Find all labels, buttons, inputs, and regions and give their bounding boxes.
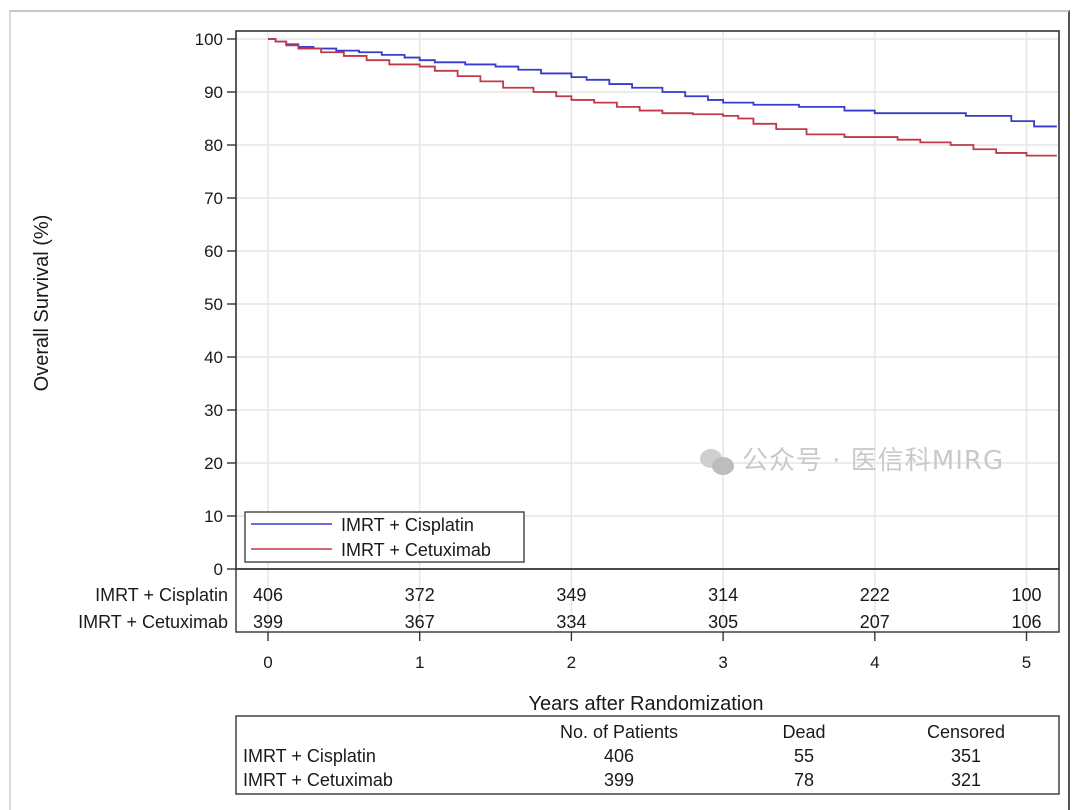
survival-curves <box>268 38 1057 157</box>
summary-header-dead: Dead <box>782 722 825 742</box>
x-tick-label: 2 <box>567 653 576 672</box>
summary-header-patients: No. of Patients <box>560 722 678 742</box>
summary-table-border <box>235 715 1060 795</box>
y-tick-label: 70 <box>204 189 223 208</box>
x-tick-label: 1 <box>415 653 424 672</box>
at-risk-table-border <box>235 568 1060 633</box>
figure-frame <box>9 10 1070 810</box>
y-tick-label: 80 <box>204 136 223 155</box>
y-tick-label: 90 <box>204 83 223 102</box>
at-risk-count: 334 <box>556 612 586 632</box>
y-tick-label: 0 <box>214 560 223 579</box>
at-risk-count: 372 <box>405 585 435 605</box>
x-tick-label: 4 <box>870 653 879 672</box>
y-tick-label: 40 <box>204 348 223 367</box>
y-tick-label: 30 <box>204 401 223 420</box>
summary-cell: 55 <box>794 746 814 766</box>
at-risk-count: 106 <box>1011 612 1041 632</box>
plot-border <box>235 30 1060 570</box>
y-tick-label: 60 <box>204 242 223 261</box>
y-axis: 0 10 20 30 40 50 60 70 80 90 100 <box>195 30 236 579</box>
legend-box <box>244 511 525 563</box>
y-tick-label: 20 <box>204 454 223 473</box>
watermark-text: 公众号 · 医信科MIRG <box>742 446 1005 476</box>
summary-cell: 399 <box>604 770 634 790</box>
y-tick-label: 10 <box>204 507 223 526</box>
legend: IMRT + Cisplatin IMRT + Cetuximab <box>244 511 525 563</box>
y-tick-label: 100 <box>195 30 223 49</box>
at-risk-count: 100 <box>1011 585 1041 605</box>
summary-cell: 351 <box>951 746 981 766</box>
x-axis: 0 1 2 3 4 5 <box>263 632 1031 672</box>
x-axis-title: Years after Randomization <box>529 693 764 715</box>
at-risk-count: 314 <box>708 585 738 605</box>
at-risk-table: IMRT + Cisplatin 406 372 349 314 222 100 IMRT +… <box>78 585 1041 632</box>
at-risk-count: 305 <box>708 612 738 632</box>
x-tick-label: 0 <box>263 653 272 672</box>
curve-cisplatin <box>268 38 1057 128</box>
summary-row-label: IMRT + Cetuximab <box>243 770 393 790</box>
summary-cell: 321 <box>951 770 981 790</box>
y-axis-title: Overall Survival (%) <box>31 215 53 392</box>
x-tick-label: 3 <box>718 653 727 672</box>
at-risk-count: 399 <box>253 612 283 632</box>
x-tick-label: 5 <box>1022 653 1031 672</box>
wechat-icon <box>700 448 734 475</box>
watermark: 公众号 · 医信科MIRG <box>700 440 1004 477</box>
at-risk-count: 349 <box>556 585 586 605</box>
summary-table: No. of Patients Dead Censored IMRT + Cis… <box>235 715 1060 795</box>
summary-header-censored: Censored <box>927 722 1005 742</box>
at-risk-count: 406 <box>253 585 283 605</box>
curve-cetuximab <box>268 38 1057 157</box>
y-tick-label: 50 <box>204 295 223 314</box>
at-risk-row-label: IMRT + Cetuximab <box>78 612 228 632</box>
legend-label-cetuximab: IMRT + Cetuximab <box>341 540 491 560</box>
summary-cell: 78 <box>794 770 814 790</box>
summary-cell: 406 <box>604 746 634 766</box>
at-risk-count: 367 <box>405 612 435 632</box>
at-risk-count: 207 <box>860 612 890 632</box>
at-risk-count: 222 <box>860 585 890 605</box>
summary-row-label: IMRT + Cisplatin <box>243 746 376 766</box>
legend-label-cisplatin: IMRT + Cisplatin <box>341 515 474 535</box>
at-risk-row-label: IMRT + Cisplatin <box>95 585 228 605</box>
